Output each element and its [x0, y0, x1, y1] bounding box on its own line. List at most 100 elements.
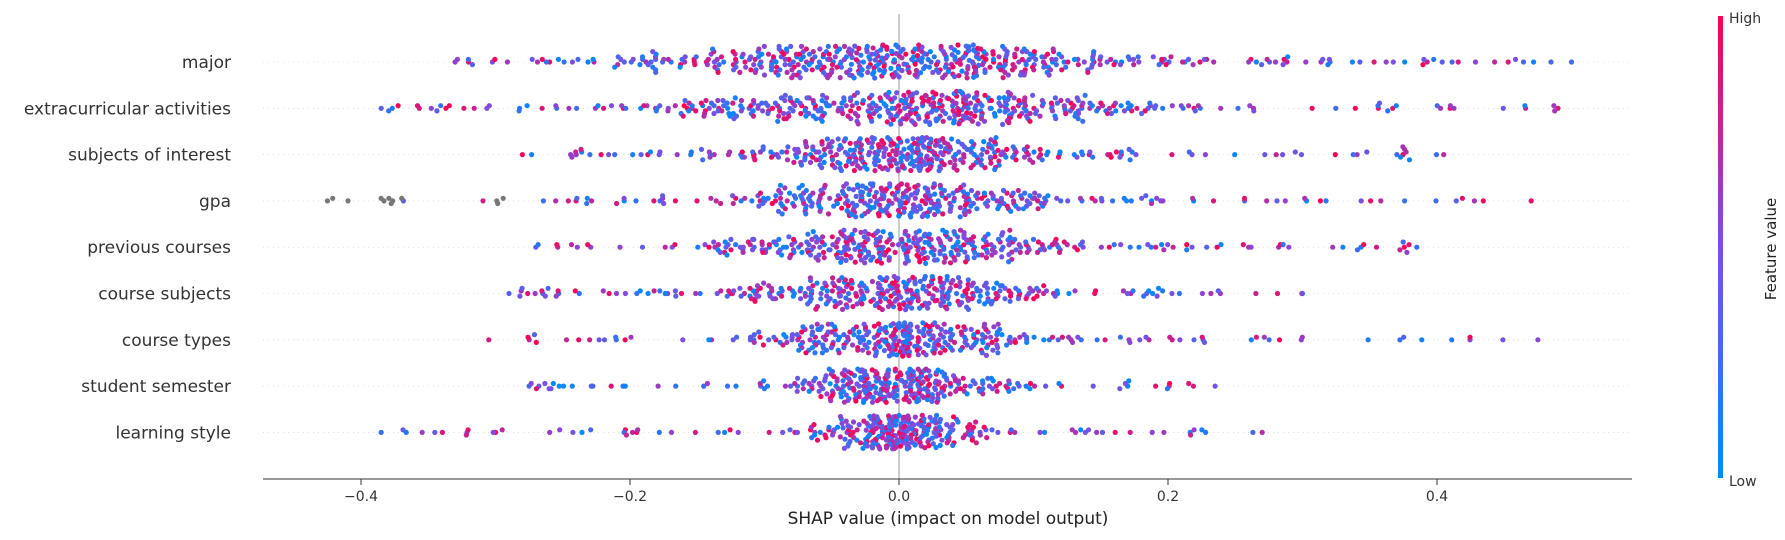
- shap-point: [1400, 239, 1406, 245]
- shap-point: [942, 140, 948, 146]
- shap-point: [863, 427, 869, 433]
- shap-point: [970, 378, 976, 384]
- x-axis-label: SHAP value (impact on model output): [788, 509, 1109, 529]
- shap-point: [1137, 337, 1143, 343]
- shap-point: [463, 432, 469, 438]
- shap-point: [964, 110, 970, 116]
- shap-point: [1434, 103, 1440, 109]
- shap-point: [750, 236, 756, 242]
- shap-point: [1007, 293, 1014, 299]
- shap-point: [819, 239, 825, 245]
- shap-point: [874, 258, 880, 264]
- shap-point: [996, 95, 1002, 101]
- shap-point: [960, 435, 966, 441]
- shap-point: [957, 386, 964, 392]
- shap-point: [692, 62, 698, 68]
- shap-point: [1041, 247, 1047, 253]
- shap-point: [896, 213, 902, 219]
- shap-point: [950, 277, 956, 284]
- shap-point: [1250, 429, 1256, 435]
- shap-point: [853, 57, 860, 63]
- shap-point: [980, 391, 986, 397]
- shap-point: [865, 64, 872, 70]
- shap-point: [708, 100, 715, 106]
- shap-point: [775, 154, 782, 160]
- shap-point: [903, 390, 909, 396]
- shap-point: [817, 429, 823, 435]
- feature-label: subjects of interest: [68, 146, 231, 166]
- shap-point: [937, 350, 944, 356]
- shap-point: [601, 105, 607, 111]
- shap-point: [967, 100, 974, 106]
- shap-point: [877, 252, 884, 258]
- shap-point: [1106, 244, 1112, 250]
- shap-point: [724, 252, 730, 258]
- shap-point: [842, 367, 848, 373]
- shap-point: [935, 391, 941, 397]
- shap-point: [1066, 290, 1072, 297]
- shap-point: [1552, 108, 1558, 114]
- shap-point: [784, 69, 790, 75]
- shap-point: [923, 366, 929, 372]
- shap-point: [1248, 337, 1254, 343]
- shap-point: [715, 97, 721, 104]
- shap-point: [1072, 113, 1078, 119]
- shap-point: [529, 56, 535, 63]
- shap-point: [879, 435, 886, 441]
- shap-point: [1357, 59, 1363, 65]
- shap-point: [1218, 242, 1224, 248]
- shap-point: [988, 160, 994, 166]
- shap-point: [792, 380, 798, 387]
- shap-point: [733, 383, 739, 389]
- shap-point: [961, 182, 967, 188]
- shap-point: [989, 386, 996, 392]
- x-tick-label: −0.4: [344, 489, 378, 505]
- shap-point: [1199, 290, 1205, 297]
- shap-point: [955, 139, 961, 145]
- shap-point: [749, 198, 755, 204]
- shap-point: [585, 59, 591, 65]
- shap-point: [630, 56, 636, 63]
- shap-point: [896, 438, 903, 444]
- shap-point: [779, 293, 785, 299]
- shap-point: [439, 429, 445, 435]
- shap-point: [917, 236, 924, 242]
- shap-point: [783, 46, 790, 52]
- shap-point: [759, 100, 765, 106]
- shap-point: [1009, 67, 1016, 73]
- shap-point: [822, 280, 828, 286]
- shap-point: [1298, 152, 1305, 158]
- shap-point: [1045, 193, 1051, 199]
- shap-point: [955, 251, 961, 258]
- shap-point: [471, 105, 477, 111]
- shap-point: [1431, 56, 1437, 63]
- shap-point: [937, 416, 944, 422]
- shap-point: [740, 249, 746, 255]
- shap-point: [815, 257, 821, 263]
- shap-point: [651, 198, 657, 204]
- shap-point: [998, 195, 1005, 201]
- shap-point: [820, 386, 826, 392]
- shap-point: [920, 379, 926, 385]
- shap-point: [843, 103, 849, 109]
- shap-point: [888, 65, 894, 71]
- shap-point: [1000, 75, 1006, 81]
- shap-point: [892, 192, 898, 198]
- shap-point: [958, 329, 964, 335]
- shap-point: [995, 206, 1001, 212]
- shap-point: [886, 413, 892, 419]
- shap-point: [1020, 206, 1026, 212]
- shap-point: [846, 72, 853, 78]
- shap-point: [1127, 429, 1133, 435]
- shap-point: [840, 425, 846, 431]
- shap-point: [678, 290, 685, 297]
- shap-point: [914, 53, 921, 59]
- shap-point: [1299, 290, 1305, 297]
- shap-point: [724, 383, 731, 389]
- shap-point: [847, 329, 853, 335]
- shap-point: [848, 277, 854, 284]
- shap-point: [928, 136, 934, 142]
- shap-point: [864, 166, 870, 172]
- shap-point: [661, 200, 667, 207]
- shap-point: [834, 200, 841, 207]
